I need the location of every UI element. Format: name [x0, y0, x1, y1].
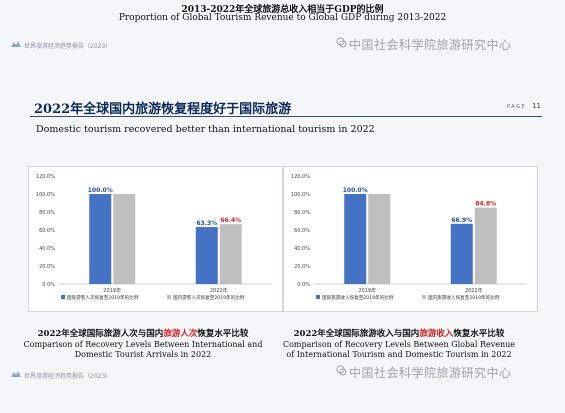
y-tick-label: 40.0%: [39, 246, 55, 252]
bar-international: [195, 227, 218, 284]
page-title: 2022年全球国内旅游恢复程度好于国际旅游: [34, 102, 292, 117]
caption-cn-highlight: 旅游人次: [163, 329, 198, 339]
data-label: 84.8%: [475, 201, 496, 208]
y-tick-label: 0.0%: [42, 282, 55, 288]
chart-revenue: 0.0% 20.0% 40.0% 60.0% 80.0% 100.0% 120.0% 100.…: [283, 166, 538, 312]
y-tick-label: 20.0%: [294, 264, 310, 270]
data-label: 66.9%: [451, 217, 472, 224]
y-tick-label: 80.0%: [294, 210, 310, 216]
y-tick-label: 0.0%: [297, 282, 310, 288]
caption-cn-before: 2022年全球国际旅游收入与国内: [293, 329, 420, 339]
bar-domestic: [368, 194, 391, 284]
legend-swatch: [422, 295, 426, 299]
legend-label: 国际旅游收入恢复至2019年的比例: [322, 294, 394, 301]
x-tick-label: 2019年: [358, 287, 376, 294]
page-number: 11: [532, 102, 541, 110]
bar-international: [450, 223, 473, 284]
legend-label: 国内旅游收入恢复至2019年的比例: [428, 294, 500, 301]
data-label: 66.4%: [220, 217, 241, 224]
x-tick-label: 2022年: [465, 287, 483, 294]
page-label: PAGE: [507, 104, 527, 110]
legend-label: 国内游客人次恢复至2019年的比例: [173, 294, 245, 301]
wechat-icon: [336, 365, 347, 376]
caption-en-line-2: Domestic Tourist Arrivals in 2022: [74, 350, 212, 359]
report-logo-icon: [11, 371, 21, 377]
y-tick-label: 120.0%: [36, 174, 55, 180]
legend-label: 国际游客人次恢复至2019年的比例: [67, 294, 139, 301]
y-tick-label: 80.0%: [39, 210, 55, 216]
y-tick-label: 60.0%: [39, 228, 55, 234]
y-tick-label: 120.0%: [291, 174, 310, 180]
top-title-cn: 2013-2022年全球旅游总收入相当于GDP的比例: [181, 5, 384, 15]
chart-arrivals: 0.0% 20.0% 40.0% 60.0% 80.0% 100.0% 120.0% 100.…: [28, 166, 283, 312]
legend-swatch: [167, 295, 171, 299]
y-tick-label: 60.0%: [294, 228, 310, 234]
data-label: 100.0%: [343, 187, 368, 194]
caption-en-line-1: Comparison of Recovery Levels Between Gl…: [282, 339, 516, 349]
legend-swatch: [316, 295, 320, 299]
caption-revenue-cn: 2022年全球国际旅游收入与国内旅游收入恢复水平比较: [274, 329, 524, 340]
title-divider: [30, 116, 542, 117]
wechat-icon: [336, 37, 347, 48]
watermark-bottom: 中国社会科学院旅游研究中心: [349, 366, 512, 380]
y-tick-label: 100.0%: [36, 192, 55, 198]
top-title-en: Proportion of Global Tourism Revenue to …: [118, 13, 447, 23]
report-logo-icon: [11, 41, 21, 47]
bar-international: [344, 194, 367, 284]
report-name-top: 世界旅游经济趋势报告（2023）: [24, 43, 112, 50]
bar-domestic: [474, 207, 497, 284]
caption-cn-before: 2022年全球国际旅游人次与国内: [37, 329, 164, 339]
x-tick-label: 2022年: [210, 287, 228, 294]
subtitle: Domestic tourism recovered better than i…: [36, 124, 375, 135]
caption-arrivals-cn: 2022年全球国际旅游人次与国内旅游人次恢复水平比较: [18, 329, 268, 340]
caption-cn-after: 恢复水平比较: [453, 329, 505, 339]
caption-revenue: 2022年全球国际旅游收入与国内旅游收入恢复水平比较 Comparison of…: [274, 329, 524, 361]
caption-en-line-1: Comparison of Recovery Levels Between In…: [23, 339, 263, 349]
x-tick-label: 2019年: [103, 287, 121, 294]
caption-cn-highlight: 旅游收入: [419, 329, 454, 339]
caption-arrivals: 2022年全球国际旅游人次与国内旅游人次恢复水平比较 Comparison of…: [18, 329, 268, 361]
data-label: 100.0%: [88, 187, 113, 194]
chart-revenue-svg: 0.0% 20.0% 40.0% 60.0% 80.0% 100.0% 120.0% 100.…: [291, 174, 527, 301]
bar-domestic: [113, 194, 136, 284]
data-label: 63.3%: [196, 220, 217, 227]
y-tick-label: 40.0%: [294, 246, 310, 252]
bar-domestic: [219, 224, 242, 284]
watermark-top: 中国社会科学院旅游研究中心: [349, 38, 512, 52]
y-tick-label: 100.0%: [291, 192, 310, 198]
y-tick-label: 20.0%: [39, 264, 55, 270]
caption-en-line-2: of International Tourism and Domestic To…: [286, 350, 512, 359]
caption-cn-after: 恢复水平比较: [197, 329, 249, 339]
report-name-bottom: 世界旅游经济趋势报告（2023）: [24, 373, 112, 380]
chart-arrivals-svg: 0.0% 20.0% 40.0% 60.0% 80.0% 100.0% 120.0% 100.…: [36, 174, 272, 301]
bar-international: [89, 194, 112, 284]
legend-swatch: [61, 295, 65, 299]
